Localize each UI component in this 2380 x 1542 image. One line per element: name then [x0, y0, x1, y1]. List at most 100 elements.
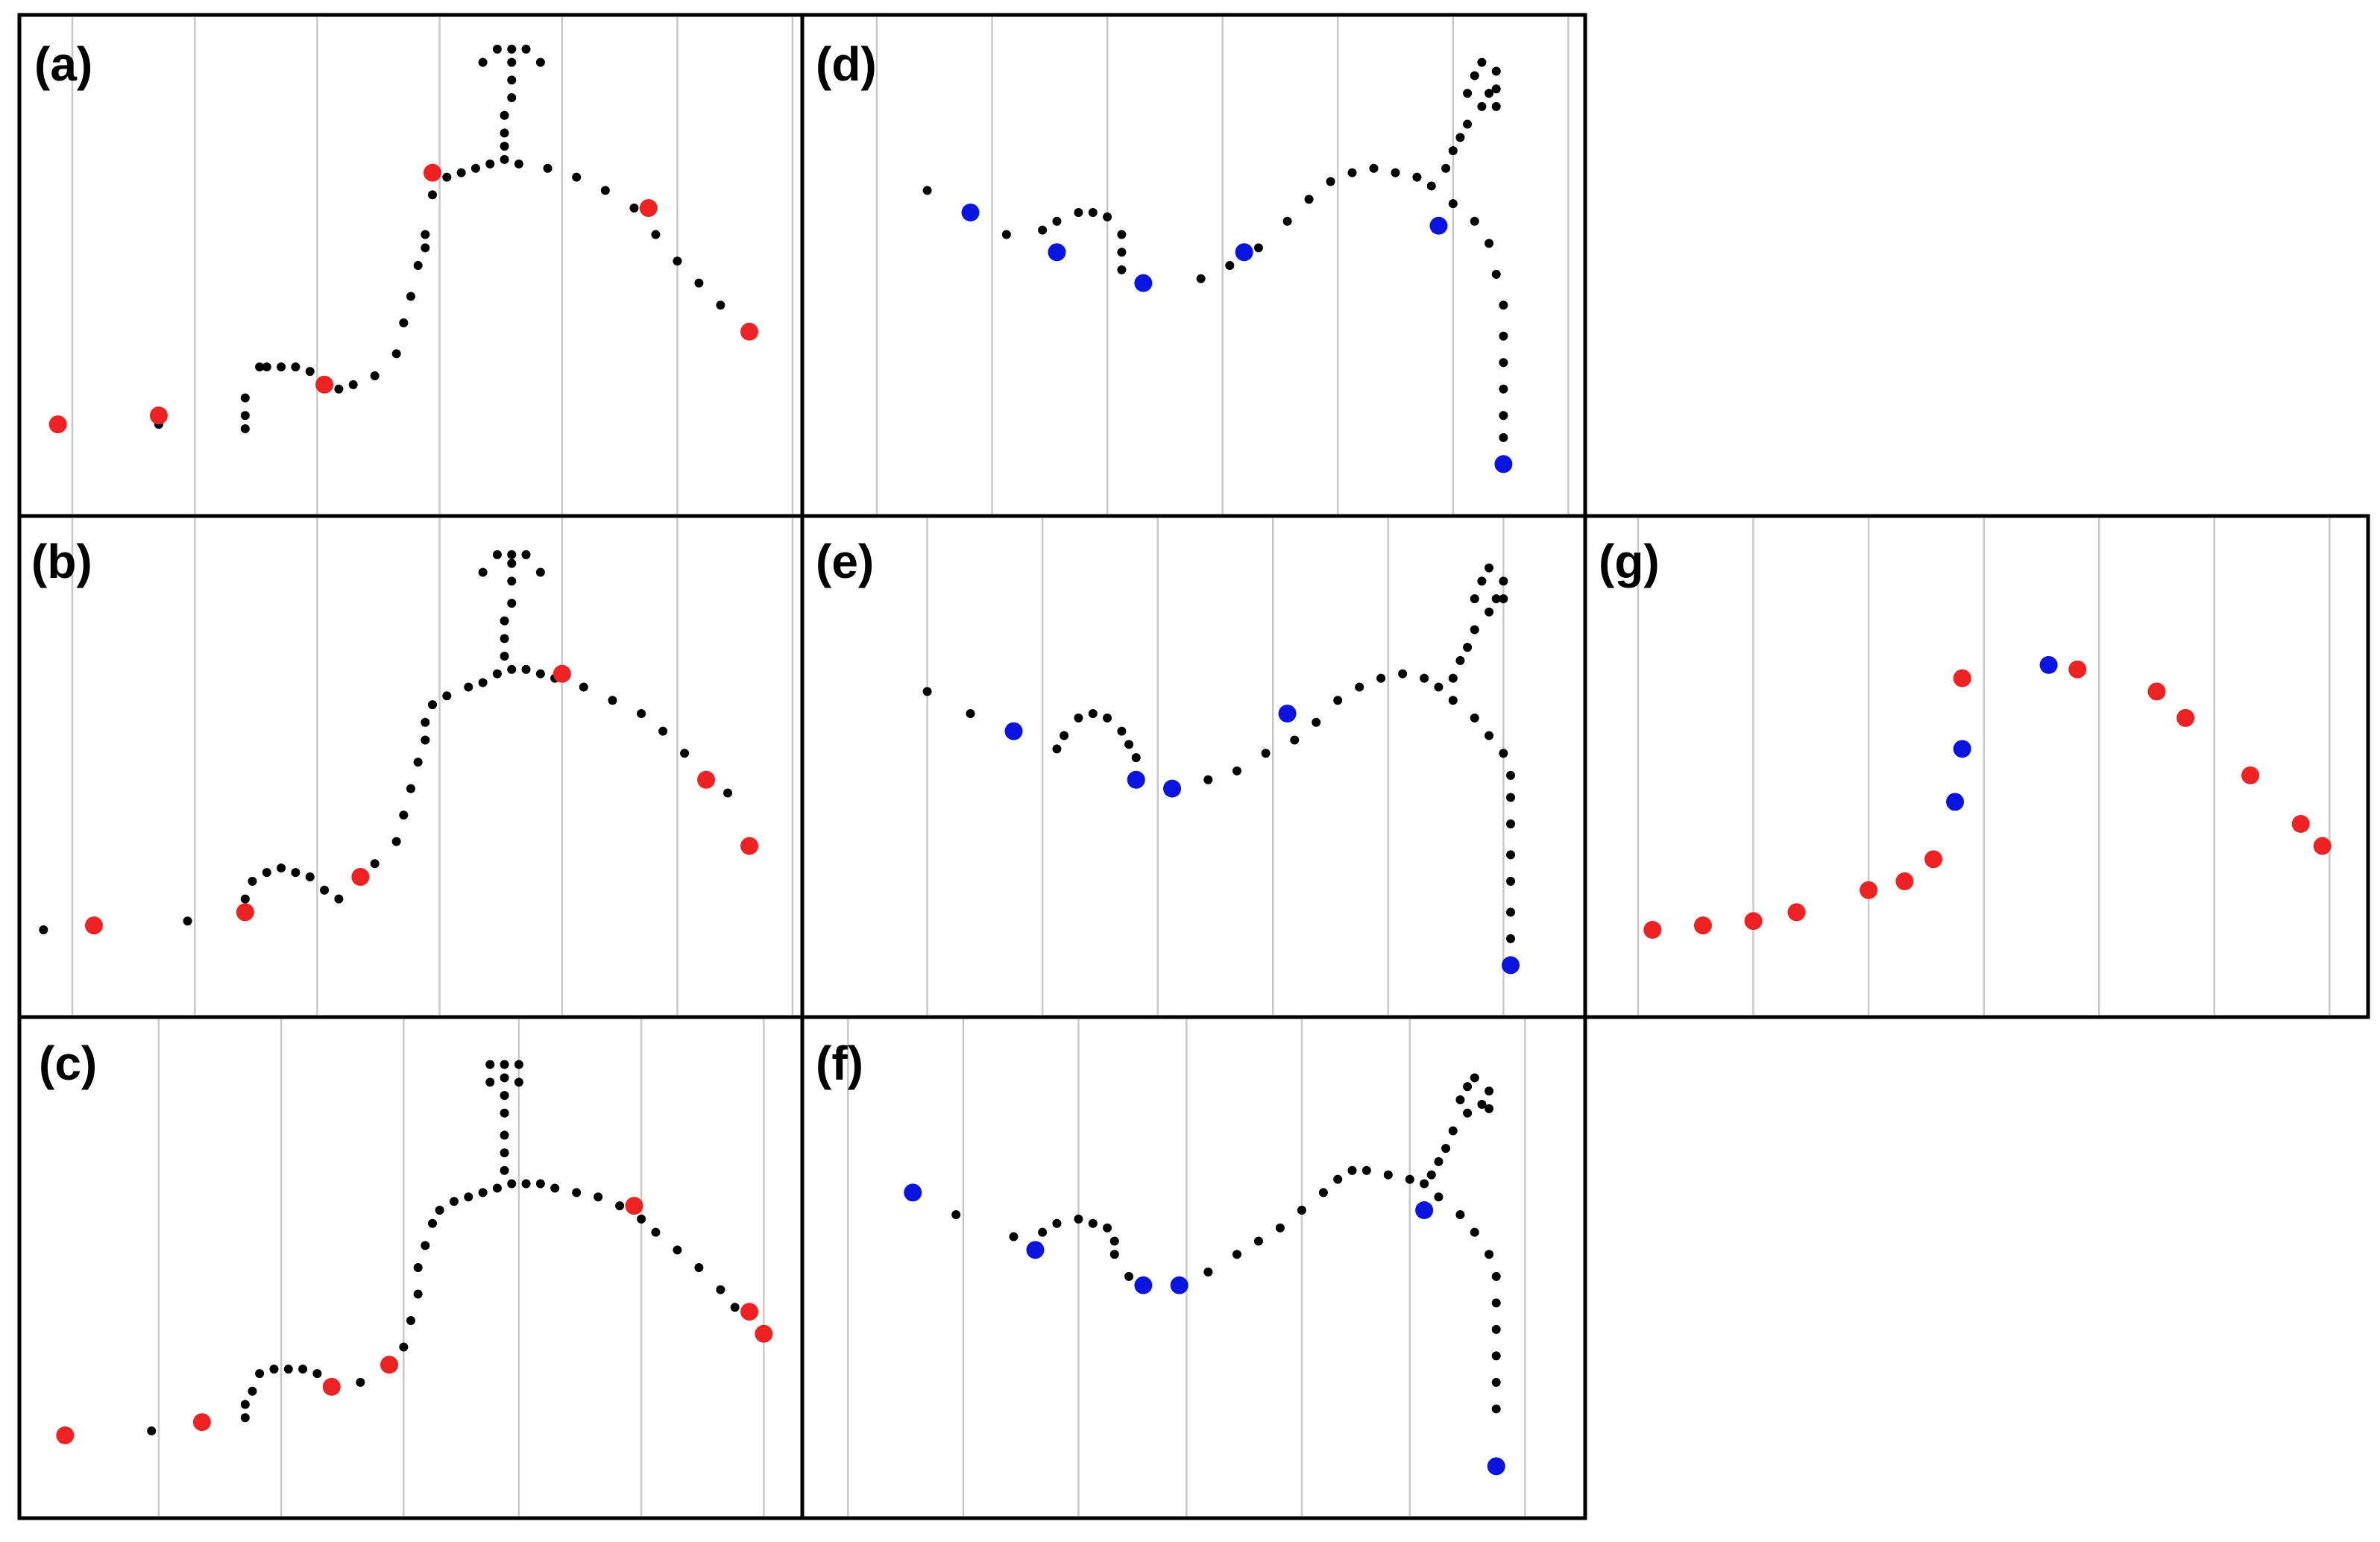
blue-point [904, 1183, 922, 1202]
panel-label: (d) [816, 37, 877, 91]
red-point [625, 1197, 643, 1215]
small-point [1491, 594, 1501, 604]
small-point [500, 128, 509, 138]
red-point [236, 903, 254, 922]
small-point [1485, 563, 1494, 573]
red-point [56, 1426, 75, 1444]
red-point [552, 664, 571, 683]
small-point [594, 1192, 603, 1202]
blue-point [1946, 793, 1965, 811]
small-point [637, 1214, 646, 1224]
panel-label: (a) [34, 37, 92, 91]
small-point [291, 868, 300, 878]
small-point [421, 717, 430, 727]
blue-point [1004, 722, 1023, 740]
small-point [1088, 1218, 1098, 1228]
small-point [1463, 1108, 1473, 1118]
small-point [1261, 749, 1271, 758]
red-point [2068, 660, 2087, 679]
small-point [1506, 934, 1516, 943]
small-point [262, 868, 271, 878]
small-point [600, 186, 610, 195]
grid-lines [1637, 518, 2331, 1015]
panel-g: (g) [1583, 514, 2370, 1019]
red-point [1895, 872, 1914, 890]
small-point [514, 159, 523, 169]
red-point [192, 1413, 211, 1432]
small-point [521, 44, 531, 54]
grid-lines [847, 1019, 1526, 1516]
small-point [1038, 1227, 1048, 1237]
small-point [1463, 89, 1473, 98]
small-point [1088, 708, 1098, 718]
small-point [507, 558, 517, 568]
small-point [291, 362, 300, 372]
small-point [1455, 1209, 1465, 1219]
small-point [255, 1369, 265, 1379]
small-point [1470, 1073, 1479, 1083]
small-point [514, 1077, 523, 1087]
small-point [1398, 669, 1408, 679]
small-point [1412, 172, 1422, 182]
small-point [535, 57, 545, 67]
blue-point [2039, 655, 2058, 674]
panel-c: (c) [17, 1015, 805, 1520]
small-point [1297, 1206, 1306, 1215]
small-point [421, 735, 430, 745]
small-point [500, 1073, 509, 1083]
small-point [550, 1183, 560, 1193]
small-point [1485, 89, 1494, 98]
small-point [1383, 1170, 1393, 1180]
small-point [283, 1365, 293, 1374]
small-point [507, 576, 517, 586]
small-point [658, 726, 668, 736]
small-point [356, 1377, 365, 1387]
panel-label: (g) [1599, 535, 1660, 588]
small-point [406, 784, 415, 793]
small-point [334, 384, 344, 394]
small-point [1117, 248, 1127, 257]
red-point [740, 837, 759, 855]
small-point [240, 424, 250, 434]
blue-point [1487, 1457, 1505, 1476]
small-point [1088, 207, 1098, 217]
small-point [1491, 1298, 1501, 1308]
panel-e: (e) [800, 514, 1587, 1019]
small-point [1009, 1232, 1019, 1242]
small-point [1470, 1227, 1479, 1237]
small-point [1052, 216, 1062, 226]
small-point [579, 682, 588, 692]
red-point [1860, 881, 1878, 899]
small-point [1369, 163, 1379, 173]
small-point [391, 837, 401, 846]
panel-b: (b) [17, 514, 805, 1019]
small-point [492, 1183, 502, 1193]
red-point [755, 1324, 773, 1343]
small-point [1117, 230, 1127, 239]
data-points [922, 563, 1520, 975]
small-point [435, 1206, 444, 1215]
panel-label: (e) [816, 535, 874, 588]
small-point [1038, 225, 1048, 235]
panel-f: (f) [800, 1015, 1587, 1520]
small-point [1506, 850, 1516, 860]
small-point [500, 616, 509, 626]
small-point [922, 186, 932, 195]
small-point [399, 318, 409, 327]
small-point [507, 664, 517, 674]
blue-point [1494, 455, 1513, 473]
small-point [521, 550, 531, 559]
small-point [1441, 1144, 1451, 1154]
small-point [1109, 1250, 1119, 1259]
data-points [48, 44, 759, 434]
small-point [1499, 411, 1508, 421]
blue-point [1048, 243, 1066, 262]
panel-frame [17, 13, 805, 518]
small-point [716, 1285, 725, 1294]
small-point [500, 1130, 509, 1140]
small-point [1103, 713, 1112, 723]
small-point [1470, 594, 1479, 604]
red-point [1924, 850, 1943, 869]
small-point [730, 1303, 740, 1312]
small-point [637, 708, 646, 718]
